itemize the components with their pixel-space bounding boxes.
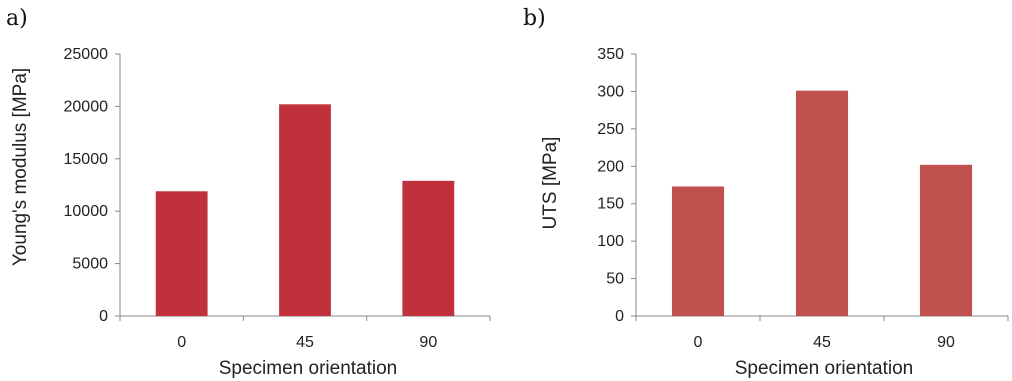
bar-a-45 bbox=[279, 104, 331, 316]
x-axis-title-b: Specimen orientation bbox=[735, 358, 914, 379]
x-tick-label-b: 45 bbox=[813, 334, 831, 351]
y-tick-label-a: 25000 bbox=[64, 46, 109, 63]
bar-b-45 bbox=[795, 90, 849, 317]
bar-a-90 bbox=[402, 180, 455, 316]
x-tick-label-a: 90 bbox=[419, 334, 437, 351]
y-tick-label-b: 150 bbox=[597, 196, 624, 213]
bar-b-0 bbox=[671, 186, 725, 316]
y-tick-label-b: 50 bbox=[606, 271, 624, 288]
y-tick-label-a: 0 bbox=[99, 308, 108, 325]
bar-b-90 bbox=[919, 164, 973, 316]
x-tick-label-b: 0 bbox=[694, 334, 703, 351]
panel-label-a: a) bbox=[6, 6, 28, 31]
y-tick-label-b: 300 bbox=[597, 83, 624, 100]
panel-label-b: b) bbox=[523, 6, 546, 31]
y-tick-label-b: 250 bbox=[597, 121, 624, 138]
y-tick-label-b: 100 bbox=[597, 233, 624, 250]
y-tick-label-b: 350 bbox=[597, 46, 624, 63]
bar-a-0 bbox=[155, 191, 208, 316]
x-tick-label-a: 45 bbox=[296, 334, 314, 351]
chart-panel-a: a) Young's modulus [MPa] Specimen orient… bbox=[6, 6, 491, 379]
y-tick-label-a: 5000 bbox=[72, 256, 108, 273]
y-tick-label-a: 20000 bbox=[64, 98, 109, 115]
chart-panel-b: b) UTS [MPa] Specimen orientation 0 50 100… bbox=[523, 6, 1009, 379]
x-tick-label-a: 0 bbox=[177, 334, 186, 351]
y-tick-label-a: 10000 bbox=[64, 203, 109, 220]
y-axis-title-b: UTS [MPa] bbox=[540, 137, 561, 230]
x-axis-title-a: Specimen orientation bbox=[219, 358, 398, 379]
y-tick-label-b: 0 bbox=[615, 308, 624, 325]
y-tick-label-a: 15000 bbox=[64, 151, 109, 168]
y-axis-title-a: Young's modulus [MPa] bbox=[10, 68, 31, 266]
x-tick-label-b: 90 bbox=[937, 334, 955, 351]
y-tick-label-b: 200 bbox=[597, 158, 624, 175]
